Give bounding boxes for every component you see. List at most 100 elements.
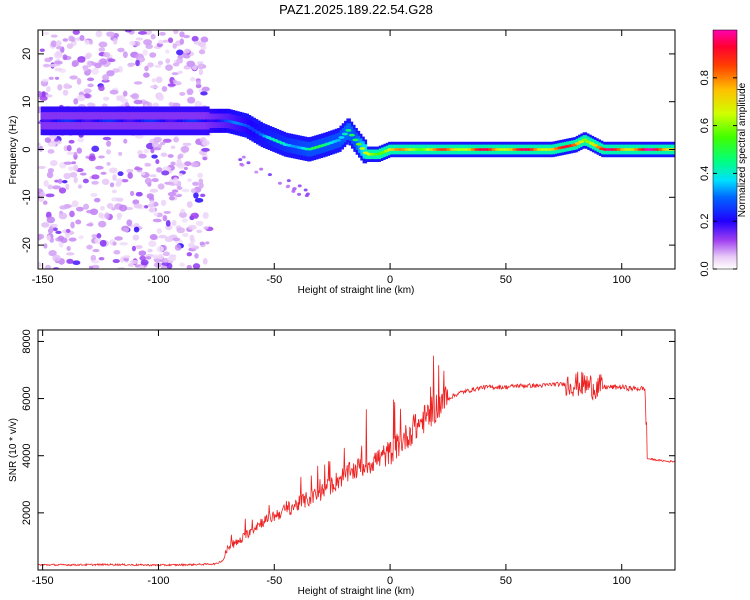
spectrogram-noise-blob — [64, 231, 71, 239]
spectrogram-ridge-core — [244, 124, 251, 128]
spectrogram-noise-blob — [196, 79, 201, 86]
spectrogram-noise-blob — [192, 263, 201, 269]
spectrogram-noise-blob — [181, 218, 188, 223]
spectrogram-noise-blob — [46, 85, 51, 93]
spectrogram-noise-blob — [196, 61, 204, 65]
spectrogram-noise-blob — [86, 60, 92, 68]
spectrogram-tail-blob — [286, 184, 291, 188]
spectrogram-noise-blob — [201, 147, 210, 152]
spectrogram-noise-blob — [55, 50, 63, 57]
spectrogram-noise-blob — [142, 49, 148, 56]
spectrogram-tail-blob — [267, 173, 272, 177]
snr-series-line — [38, 355, 675, 567]
spectrogram-noise-blob — [47, 142, 56, 147]
spectrogram-noise-blob — [69, 210, 75, 218]
spectrogram-noise-blob — [186, 201, 193, 208]
spectrogram-noise-blob — [131, 245, 137, 252]
spectrogram-noise-blob — [57, 178, 63, 184]
spectrogram-noise-blob — [186, 88, 194, 96]
spectrogram-noise-blob — [121, 179, 129, 183]
spectrogram-tail-blob — [254, 170, 259, 174]
spectrogram-noise-blob — [68, 237, 77, 242]
spectrogram-noise-blob — [44, 58, 52, 63]
spectrogram-noise-blob — [165, 64, 173, 71]
spectrogram-noise-blob — [179, 91, 186, 96]
spectrogram-noise-blob — [143, 72, 150, 78]
spectrogram-noise-blob — [173, 136, 180, 143]
spectrogram-noise-blob — [44, 264, 52, 269]
spectrogram-noise-blob — [178, 173, 183, 177]
spectrogram-noise-blob — [163, 210, 171, 215]
spectrogram-noise-blob — [182, 232, 189, 238]
spectrogram-noise-blob — [160, 265, 167, 269]
spectrogram-noise-blob — [66, 245, 71, 251]
spectrogram-noise-blob — [92, 248, 100, 253]
spectrogram-noise-blob — [139, 255, 147, 261]
x-tick-label: 100 — [613, 575, 631, 587]
spectrogram-noise-blob — [47, 168, 55, 173]
y-tick-label: 20 — [21, 48, 33, 60]
spectrogram-noise-blob — [133, 226, 140, 233]
spectrogram-noise-blob — [62, 54, 68, 61]
spectrogram-noise-blob — [198, 178, 204, 184]
spectrogram-noise-blob — [38, 90, 43, 98]
spectrogram-noise-blob — [71, 61, 78, 68]
spectrogram-noise-blob — [151, 142, 159, 148]
spectrogram-noise-blob — [71, 161, 76, 165]
spectrogram-noise-blob — [87, 102, 94, 108]
spectrogram-noise-blob — [77, 184, 83, 189]
spectrogram-tail-blob — [240, 163, 245, 167]
spectrogram-noise-blob — [66, 151, 75, 155]
spectrogram-noise-blob — [149, 174, 157, 178]
spectrogram-tail-blob — [304, 194, 309, 198]
spectrogram-noise-blob — [46, 216, 56, 224]
spectrogram-noise-blob — [98, 155, 105, 159]
spectrogram-noise-blob — [162, 166, 171, 171]
spectrogram-noise-blob — [202, 156, 208, 161]
spectrogram-noise-blob — [90, 192, 98, 197]
spectrogram-noise-blob — [178, 153, 184, 159]
spectrogram-noise-blob — [57, 84, 63, 91]
spectrogram-noise-blob — [152, 102, 160, 108]
spectrogram-noise-blob — [187, 96, 196, 104]
spectrogram-noise-blob — [119, 241, 129, 246]
spectrogram-noise-blob — [152, 254, 159, 260]
spectrogram-ridge-core — [338, 136, 345, 139]
spectrogram-noise-blob — [98, 256, 105, 261]
spectrogram-noise-blob — [143, 148, 150, 154]
spectrogram-ridge-core — [585, 140, 592, 144]
spectrogram-ridge-core — [578, 140, 585, 144]
spectrogram-x-axis-label: Height of straight line (km) — [298, 285, 415, 296]
spectrogram-noise-blob — [41, 221, 50, 228]
spectrogram-noise-blob — [45, 193, 55, 198]
x-tick-label: -50 — [266, 575, 282, 587]
spectrogram-noise-blob — [69, 75, 78, 80]
spectrogram-plot-area — [38, 30, 675, 269]
spectrogram-noise-blob — [91, 145, 100, 152]
spectrogram-noise-blob — [62, 89, 69, 96]
spectrogram-noise-blob — [198, 182, 204, 189]
spectrogram-noise-blob — [199, 241, 205, 246]
spectrogram-ridge-core — [255, 131, 262, 134]
spectrogram-noise-blob — [122, 51, 128, 59]
spectrogram-noise-blob — [112, 68, 120, 73]
spectrogram-noise-blob — [140, 259, 149, 266]
spectrogram-noise-blob — [44, 137, 52, 143]
spectrogram-noise-blob — [82, 65, 89, 72]
spectrogram-noise-blob — [191, 35, 199, 42]
spectrogram-noise-blob — [160, 152, 168, 157]
spectrogram-noise-blob — [151, 177, 159, 183]
spectrogram-noise-blob — [135, 244, 143, 249]
spectrogram-noise-blob — [46, 234, 51, 241]
spectrogram-noise-blob — [198, 68, 204, 76]
spectrogram-ridge-core — [581, 138, 588, 142]
spectrogram-noise-blob — [53, 138, 59, 142]
spectrogram-noise-blob — [194, 253, 199, 259]
spectrogram-noise-blob — [126, 219, 133, 227]
y-tick-label: -10 — [21, 189, 33, 205]
spectrogram-ridge-core — [574, 142, 581, 145]
spectrogram-noise-blob — [91, 264, 100, 269]
spectrogram-noise-blob — [195, 220, 204, 227]
spectrogram-noise-blob — [75, 219, 82, 225]
spectrogram-noise-blob — [186, 60, 196, 67]
